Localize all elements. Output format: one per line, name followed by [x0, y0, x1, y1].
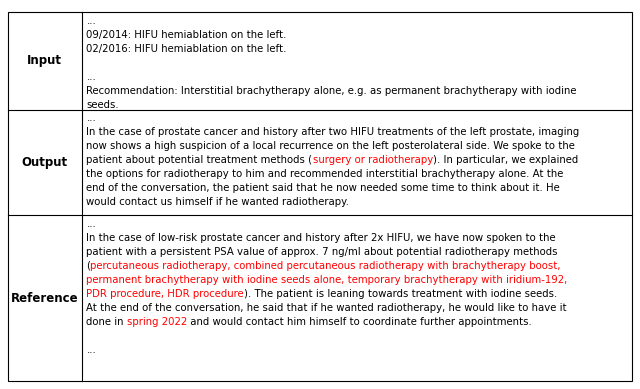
Text: Input: Input [28, 54, 62, 67]
Text: PDR procedure, HDR procedure: PDR procedure, HDR procedure [86, 289, 244, 299]
Text: done in: done in [86, 317, 127, 327]
Text: ). In particular, we explained: ). In particular, we explained [433, 156, 578, 165]
Text: seeds.: seeds. [86, 100, 119, 110]
Text: Reference: Reference [11, 292, 79, 305]
Text: patient with a persistent PSA value of approx. 7 ng/ml about potential radiother: patient with a persistent PSA value of a… [86, 247, 558, 257]
Text: spring 2022: spring 2022 [127, 317, 188, 327]
Text: ). The patient is leaning towards treatment with iodine seeds.: ). The patient is leaning towards treatm… [244, 289, 557, 299]
Text: 09/2014: HIFU hemiablation on the left.: 09/2014: HIFU hemiablation on the left. [86, 30, 287, 40]
Text: ...: ... [86, 16, 96, 26]
Text: In the case of prostate cancer and history after two HIFU treatments of the left: In the case of prostate cancer and histo… [86, 128, 580, 137]
Text: ...: ... [86, 219, 96, 229]
Text: (: ( [86, 261, 90, 271]
Text: At the end of the conversation, he said that if he wanted radiotherapy, he would: At the end of the conversation, he said … [86, 303, 567, 313]
Text: Output: Output [22, 156, 68, 169]
Text: permanent brachytherapy with iodine seeds alone, temporary brachytherapy with ir: permanent brachytherapy with iodine seed… [86, 275, 568, 285]
Text: 02/2016: HIFU hemiablation on the left.: 02/2016: HIFU hemiablation on the left. [86, 44, 287, 54]
Text: and would contact him himself to coordinate further appointments.: and would contact him himself to coordin… [188, 317, 532, 327]
Text: In the case of low-risk prostate cancer and history after 2x HIFU, we have now s: In the case of low-risk prostate cancer … [86, 233, 556, 243]
Text: ...: ... [86, 114, 96, 123]
Text: Recommendation: Interstitial brachytherapy alone, e.g. as permanent brachytherap: Recommendation: Interstitial brachythera… [86, 86, 577, 96]
Text: ...: ... [86, 345, 96, 355]
Text: end of the conversation, the patient said that he now needed some time to think : end of the conversation, the patient sai… [86, 184, 560, 193]
Text: the options for radiotherapy to him and recommended interstitial brachytherapy a: the options for radiotherapy to him and … [86, 170, 564, 179]
Text: patient about potential treatment methods (: patient about potential treatment method… [86, 156, 312, 165]
Text: now shows a high suspicion of a local recurrence on the left posterolateral side: now shows a high suspicion of a local re… [86, 142, 575, 151]
Text: surgery or radiotherapy: surgery or radiotherapy [312, 156, 433, 165]
Text: would contact us himself if he wanted radiotherapy.: would contact us himself if he wanted ra… [86, 198, 349, 207]
Text: ...: ... [86, 72, 96, 82]
Text: percutaneous radiotherapy, combined percutaneous radiotherapy with brachytherapy: percutaneous radiotherapy, combined perc… [90, 261, 561, 271]
